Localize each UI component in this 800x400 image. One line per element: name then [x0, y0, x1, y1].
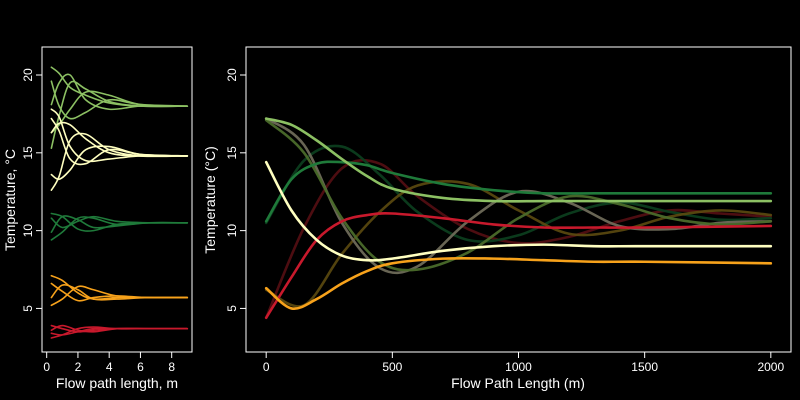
left-plot-frame: [41, 46, 193, 353]
right-x-ticks: 0 500 1000 1500 2000: [263, 352, 784, 374]
right-series-line-7: [264, 160, 773, 223]
right-x-tick-label: 0: [263, 360, 270, 374]
right-series-line-4: [264, 117, 773, 275]
left-y-ticks: 5 10 15 20: [21, 68, 42, 312]
left-series-line-9: [50, 145, 189, 181]
left-series-line-5: [50, 80, 189, 120]
right-y-ticks: 5 10 15 20: [225, 68, 246, 312]
right-y-tick-label: 10: [225, 224, 239, 238]
left-series-line-18: [50, 284, 189, 301]
left-series-layer: [50, 66, 189, 339]
right-series-line-9: [264, 160, 773, 262]
left-x-tick-label: 4: [106, 360, 113, 374]
left-x-tick-label: 2: [75, 360, 82, 374]
left-y-tick-label: 15: [21, 146, 35, 160]
right-series-line-8: [264, 117, 773, 203]
right-series-layer: [264, 117, 773, 320]
right-y-tick-label: 20: [225, 68, 239, 82]
right-x-axis-label: Flow Path Length (m): [451, 375, 585, 391]
left-y-tick-label: 20: [21, 68, 35, 82]
right-series-line-10: [264, 256, 773, 311]
right-series-line-3: [264, 180, 773, 308]
right-y-axis-label: Temperature (°C): [202, 146, 218, 254]
right-series-line-2: [264, 144, 773, 243]
left-y-tick-label: 10: [21, 224, 35, 238]
left-y-tick-label: 5: [21, 305, 35, 312]
left-x-axis-label: Flow path length, m: [56, 375, 178, 391]
left-panel: 0 2 4 6 8 5 10 15 20 Flow path length, m Temper…: [2, 46, 193, 391]
right-y-tick-label: 15: [225, 146, 239, 160]
right-x-tick-label: 500: [382, 360, 402, 374]
left-x-tick-label: 8: [168, 360, 175, 374]
right-x-tick-label: 1000: [505, 360, 532, 374]
right-panel: 0 500 1000 1500 2000 5 10 15 20 Flow Path Lengt…: [202, 46, 792, 391]
left-series-line-22: [50, 327, 189, 336]
right-series-line-1: [264, 159, 773, 320]
right-x-tick-label: 2000: [757, 360, 784, 374]
left-series-line-14: [50, 215, 189, 233]
left-x-ticks: 0 2 4 6 8: [43, 352, 175, 374]
right-series-line-5: [264, 118, 773, 272]
right-y-tick-label: 5: [225, 305, 239, 312]
right-plot-frame: [245, 46, 792, 353]
left-series-line-13: [50, 216, 189, 241]
right-series-line-6: [264, 212, 773, 320]
left-x-tick-label: 0: [43, 360, 50, 374]
left-y-axis-label: Temperature, °C: [2, 149, 18, 251]
right-x-tick-label: 1500: [631, 360, 658, 374]
left-series-line-10: [50, 121, 189, 157]
left-x-tick-label: 6: [137, 360, 144, 374]
